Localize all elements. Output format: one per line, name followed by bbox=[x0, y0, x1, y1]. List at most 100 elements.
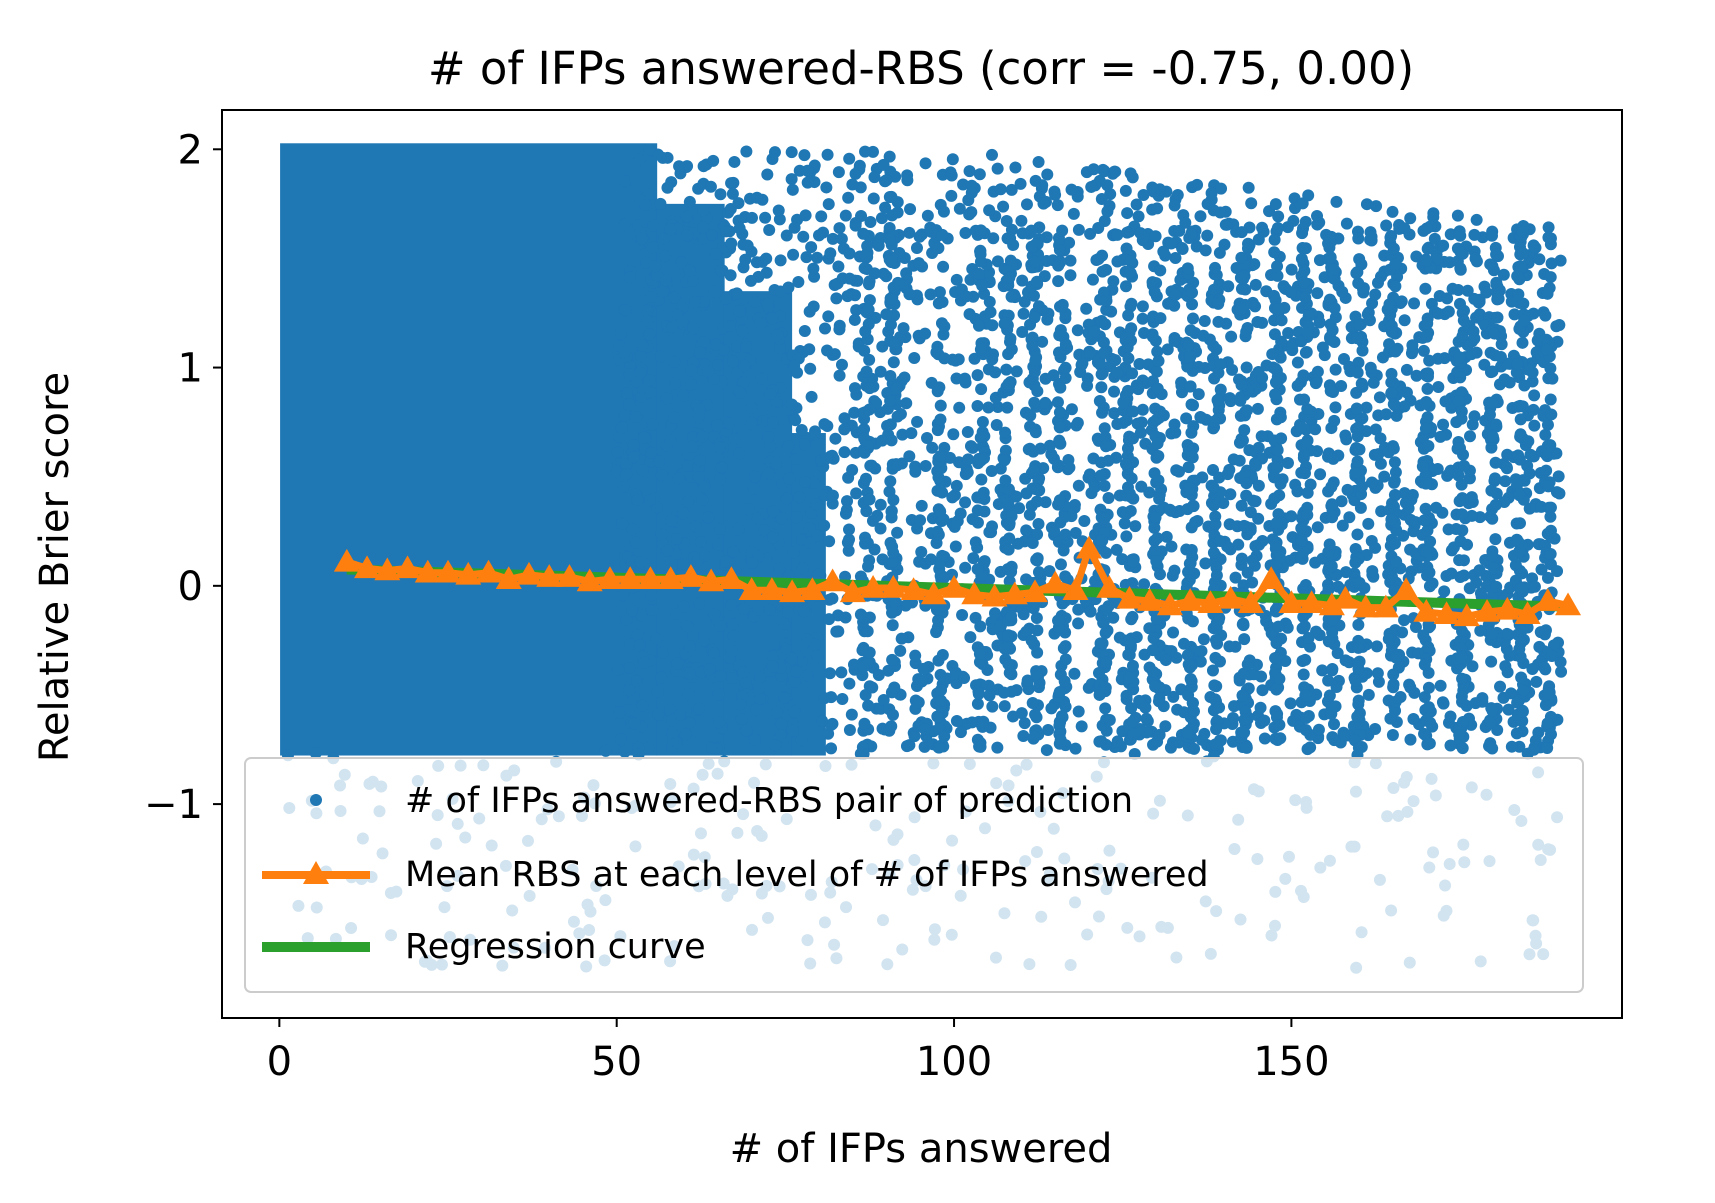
scatter-point bbox=[1456, 625, 1469, 638]
scatter-point bbox=[1324, 384, 1337, 397]
scatter-point bbox=[885, 293, 898, 306]
scatter-point bbox=[1365, 476, 1378, 489]
scatter-point bbox=[1469, 697, 1482, 710]
scatter-point bbox=[1195, 645, 1208, 658]
scatter-point bbox=[1087, 163, 1100, 176]
scatter-point bbox=[646, 418, 659, 431]
scatter-point bbox=[1538, 628, 1551, 641]
scatter-point bbox=[1051, 199, 1064, 212]
scatter-point bbox=[659, 249, 672, 262]
scatter-point bbox=[971, 563, 984, 576]
scatter-point bbox=[836, 692, 849, 705]
scatter-point bbox=[1328, 718, 1341, 731]
scatter-point bbox=[915, 546, 928, 559]
scatter-point bbox=[816, 714, 829, 727]
scatter-point bbox=[1032, 300, 1045, 313]
scatter-point bbox=[823, 667, 836, 680]
scatter-point bbox=[1388, 474, 1401, 487]
scatter-point bbox=[1274, 732, 1287, 745]
scatter-point bbox=[1084, 346, 1097, 359]
scatter-point bbox=[1028, 311, 1041, 324]
scatter-point bbox=[1186, 298, 1199, 311]
scatter-point bbox=[1150, 612, 1163, 625]
mean-marker bbox=[839, 579, 866, 603]
scatter-point bbox=[744, 274, 757, 287]
scatter-point bbox=[803, 343, 816, 356]
scatter-point bbox=[973, 168, 986, 181]
scatter-point bbox=[1182, 658, 1195, 671]
scatter-point bbox=[1194, 210, 1207, 223]
scatter-point bbox=[958, 372, 971, 385]
scatter-point bbox=[1499, 475, 1512, 488]
scatter-point bbox=[638, 431, 651, 444]
scatter-point bbox=[846, 178, 859, 191]
scatter-point bbox=[864, 216, 877, 229]
scatter-point bbox=[985, 148, 998, 161]
scatter-point bbox=[1061, 573, 1074, 586]
scatter-point bbox=[1268, 492, 1281, 505]
scatter-point bbox=[926, 441, 939, 454]
x-tick-label: 100 bbox=[916, 1039, 992, 1085]
scatter-point bbox=[811, 251, 824, 264]
scatter-point bbox=[1544, 524, 1557, 537]
scatter-point bbox=[798, 438, 811, 451]
scatter-point bbox=[1544, 362, 1557, 375]
scatter-point bbox=[887, 281, 900, 294]
scatter-point bbox=[635, 390, 648, 403]
scatter-point bbox=[1326, 613, 1339, 626]
scatter-point bbox=[950, 273, 963, 286]
scatter-point bbox=[807, 300, 820, 313]
scatter-point bbox=[1301, 403, 1314, 416]
scatter-point bbox=[966, 716, 979, 729]
scatter-point bbox=[1027, 289, 1040, 302]
scatter-point bbox=[910, 680, 923, 693]
scatter-point bbox=[610, 465, 623, 478]
scatter-point bbox=[911, 415, 924, 428]
scatter-point bbox=[829, 432, 842, 445]
scatter-point bbox=[1235, 282, 1248, 295]
scatter-point bbox=[1386, 729, 1399, 742]
scatter-point bbox=[1120, 530, 1133, 543]
scatter-point bbox=[1488, 327, 1501, 340]
scatter-point bbox=[1028, 255, 1041, 268]
scatter-point bbox=[1080, 302, 1093, 315]
scatter-point bbox=[1111, 228, 1124, 241]
scatter-point bbox=[1510, 727, 1523, 740]
scatter-point bbox=[1268, 246, 1281, 259]
scatter-point bbox=[896, 428, 909, 441]
scatter-point bbox=[820, 181, 833, 194]
scatter-point bbox=[1199, 244, 1212, 257]
scatter-point bbox=[1017, 730, 1030, 743]
scatter-point bbox=[1043, 439, 1056, 452]
scatter-point bbox=[677, 389, 690, 402]
scatter-point bbox=[974, 491, 987, 504]
scatter-point bbox=[1457, 314, 1470, 327]
scatter-point bbox=[1336, 285, 1349, 298]
scatter-point bbox=[1072, 617, 1085, 630]
scatter-point bbox=[641, 314, 654, 327]
scatter-point bbox=[1539, 448, 1552, 461]
scatter-point bbox=[1198, 314, 1211, 327]
scatter-point bbox=[1088, 325, 1101, 338]
y-tick-label: 1 bbox=[178, 346, 203, 392]
scatter-point bbox=[728, 155, 741, 168]
scatter-point bbox=[1240, 361, 1253, 374]
scatter-point bbox=[1309, 423, 1322, 436]
scatter-point bbox=[1030, 275, 1043, 288]
scatter-point bbox=[649, 260, 662, 273]
scatter-point bbox=[857, 227, 870, 240]
mean-marker bbox=[961, 581, 988, 605]
scatter-point bbox=[972, 319, 985, 332]
scatter-point bbox=[997, 200, 1010, 213]
scatter-point bbox=[886, 653, 899, 666]
scatter-point bbox=[1531, 334, 1544, 347]
scatter-point bbox=[972, 687, 985, 700]
scatter-point bbox=[1328, 302, 1341, 315]
scatter-point bbox=[720, 555, 733, 568]
scatter-point bbox=[687, 274, 700, 287]
scatter-point bbox=[1456, 742, 1469, 755]
scatter-point bbox=[1511, 696, 1524, 709]
scatter-point bbox=[1325, 498, 1338, 511]
mean-marker bbox=[394, 555, 421, 579]
scatter-point bbox=[1015, 214, 1028, 227]
